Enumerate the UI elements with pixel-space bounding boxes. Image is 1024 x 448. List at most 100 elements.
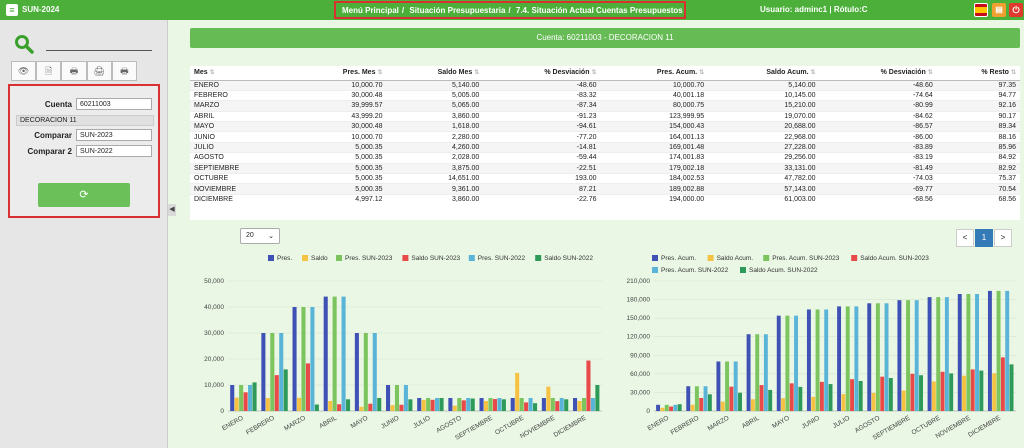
- bar: [819, 381, 824, 411]
- breadcrumb-item-situacion[interactable]: Situación Presupuestaria: [409, 6, 506, 15]
- cuenta-input[interactable]: 60211003: [76, 98, 152, 110]
- table-row[interactable]: JUNIO 10,000.70 2,280.00 -77.20 164,001.13 22…: [190, 131, 1020, 143]
- search-icon[interactable]: [14, 34, 34, 54]
- table-row[interactable]: NOVIEMBRE 5,000.35 9,361.00 87.21 189,002.88…: [190, 183, 1020, 195]
- pdf-print-icon[interactable]: 🖶: [111, 61, 138, 81]
- bar: [448, 397, 453, 411]
- bar: [656, 404, 661, 411]
- sort-icon[interactable]: ⇅: [699, 70, 705, 77]
- table-cell: FEBRERO: [190, 89, 294, 101]
- power-icon[interactable]: ⏻: [1009, 3, 1023, 17]
- bar: [906, 300, 911, 411]
- legend-swatch: [851, 255, 858, 261]
- column-header[interactable]: % Desviación ⇅: [819, 66, 937, 81]
- breadcrumb-item-menu[interactable]: Menú Principal: [342, 6, 399, 15]
- bar: [439, 398, 444, 411]
- table-cell: 3,860.00: [386, 110, 484, 122]
- print-icon[interactable]: ▤: [992, 3, 1006, 17]
- collapse-sidebar-icon[interactable]: ◀: [168, 204, 176, 216]
- comparar-input[interactable]: SUN-2023: [76, 129, 152, 141]
- bar: [239, 385, 244, 411]
- legend-label: Pres.: [277, 255, 292, 262]
- table-row[interactable]: ABRIL 43,999.20 3,860.00 -91.23 123,999.95 19…: [190, 110, 1020, 122]
- table-cell: 75.37: [936, 172, 1020, 184]
- table-cell: 5,000.35: [293, 172, 387, 184]
- breadcrumb: Menú Principal / Situación Presupuestaria…: [334, 1, 686, 19]
- table-cell: 94.77: [936, 89, 1020, 101]
- eye-icon[interactable]: 👁: [11, 61, 37, 81]
- table-cell: 5,140.00: [708, 79, 820, 91]
- column-header[interactable]: Pres. Mes ⇅: [293, 66, 387, 81]
- bar: [897, 300, 902, 411]
- document-icon[interactable]: 🗎: [36, 61, 62, 81]
- table-row[interactable]: MAYO 30,000.48 1,618.00 -94.61 154,000.43 20,…: [190, 121, 1020, 132]
- hamburger-icon[interactable]: ≡: [6, 4, 18, 16]
- sort-icon[interactable]: ⇅: [927, 70, 933, 77]
- table-cell: 57,143.00: [708, 183, 820, 195]
- bar: [707, 394, 712, 411]
- comparar2-input[interactable]: SUN-2022: [76, 145, 152, 157]
- bar: [815, 309, 820, 411]
- search-input[interactable]: [46, 50, 152, 51]
- table-row[interactable]: ENERO 10,000.70 5,140.00 -48.60 10,000.70 5,1…: [190, 79, 1020, 91]
- y-tick-label: 0: [646, 408, 650, 415]
- table-row[interactable]: OCTUBRE 5,000.35 14,651.00 193.00 184,002.53…: [190, 172, 1020, 184]
- bar: [550, 398, 555, 411]
- page-1-button[interactable]: 1: [975, 229, 993, 247]
- bar: [996, 290, 1001, 411]
- legend-label: Saldo Acum. SUN-2023: [860, 255, 929, 262]
- table-row[interactable]: MARZO 39,999.57 5,065.00 -87.34 80,000.75 15,…: [190, 100, 1020, 112]
- spain-flag-icon[interactable]: [974, 3, 988, 17]
- table-row[interactable]: FEBRERO 30,000.48 5,005.00 -83.32 40,001.18 1…: [190, 89, 1020, 101]
- legend-swatch: [336, 255, 342, 261]
- table-row[interactable]: JULIO 5,000.35 4,260.00 -14.81 169,001.48 27,…: [190, 141, 1020, 153]
- table-row[interactable]: DICIEMBRE 4,997.12 3,860.00 -22.76 194,000.0…: [190, 193, 1020, 205]
- bar: [430, 399, 435, 411]
- bar: [346, 399, 351, 411]
- column-header[interactable]: % Desviación ⇅: [483, 66, 601, 81]
- table-cell: 85.96: [936, 141, 1020, 153]
- comparar-label: Comparar: [34, 131, 72, 140]
- table-cell: 1,618.00: [386, 121, 484, 132]
- sort-icon[interactable]: ⇅: [1010, 70, 1016, 77]
- bar: [279, 333, 284, 411]
- bar: [252, 382, 257, 411]
- x-tick-label: JUNIO: [380, 415, 400, 431]
- sort-icon[interactable]: ⇅: [591, 70, 597, 77]
- column-header[interactable]: Saldo Mes ⇅: [386, 66, 484, 81]
- table-cell: 87.21: [483, 183, 601, 195]
- column-header-label: Saldo Mes: [437, 69, 473, 77]
- table-cell: 174,001.83: [600, 152, 709, 164]
- table-cell: 10,000.70: [293, 79, 387, 91]
- prev-page-button[interactable]: <: [956, 229, 974, 247]
- sort-icon[interactable]: ⇅: [209, 70, 215, 77]
- table-cell: 47,782.00: [708, 172, 820, 184]
- x-tick-label: MAYO: [350, 415, 370, 430]
- legend-swatch: [740, 267, 746, 273]
- sort-icon[interactable]: ⇅: [377, 70, 383, 77]
- sort-icon[interactable]: ⇅: [474, 70, 480, 77]
- table-cell: JUNIO: [190, 131, 294, 143]
- column-header[interactable]: Pres. Acum. ⇅: [600, 66, 709, 81]
- bar: [368, 403, 373, 411]
- bar: [528, 398, 533, 411]
- printer-icon[interactable]: 🖨: [86, 61, 112, 81]
- next-page-button[interactable]: >: [994, 229, 1012, 247]
- y-tick-label: 120,000: [627, 334, 651, 341]
- refresh-button[interactable]: ⟳: [38, 183, 130, 207]
- table-row[interactable]: SEPTIEMBRE 5,000.35 3,875.00 -22.51 179,002.…: [190, 162, 1020, 174]
- print-icon[interactable]: 🖶: [61, 61, 87, 81]
- bar: [590, 398, 595, 411]
- table-cell: -87.34: [483, 100, 601, 112]
- bar: [354, 332, 359, 411]
- column-header[interactable]: Saldo Acum. ⇅: [708, 66, 820, 81]
- bar: [230, 384, 235, 411]
- sort-icon[interactable]: ⇅: [810, 70, 816, 77]
- page-size-select[interactable]: 20 ⌄: [240, 228, 280, 244]
- table-cell: 40,001.18: [600, 89, 709, 101]
- column-header[interactable]: % Resto ⇅: [936, 66, 1020, 81]
- y-tick-label: 0: [220, 408, 224, 415]
- y-tick-label: 10,000: [204, 382, 224, 389]
- column-header[interactable]: Mes ⇅: [190, 66, 294, 81]
- table-row[interactable]: AGOSTO 5,000.35 2,028.00 -59.44 174,001.83 29…: [190, 152, 1020, 164]
